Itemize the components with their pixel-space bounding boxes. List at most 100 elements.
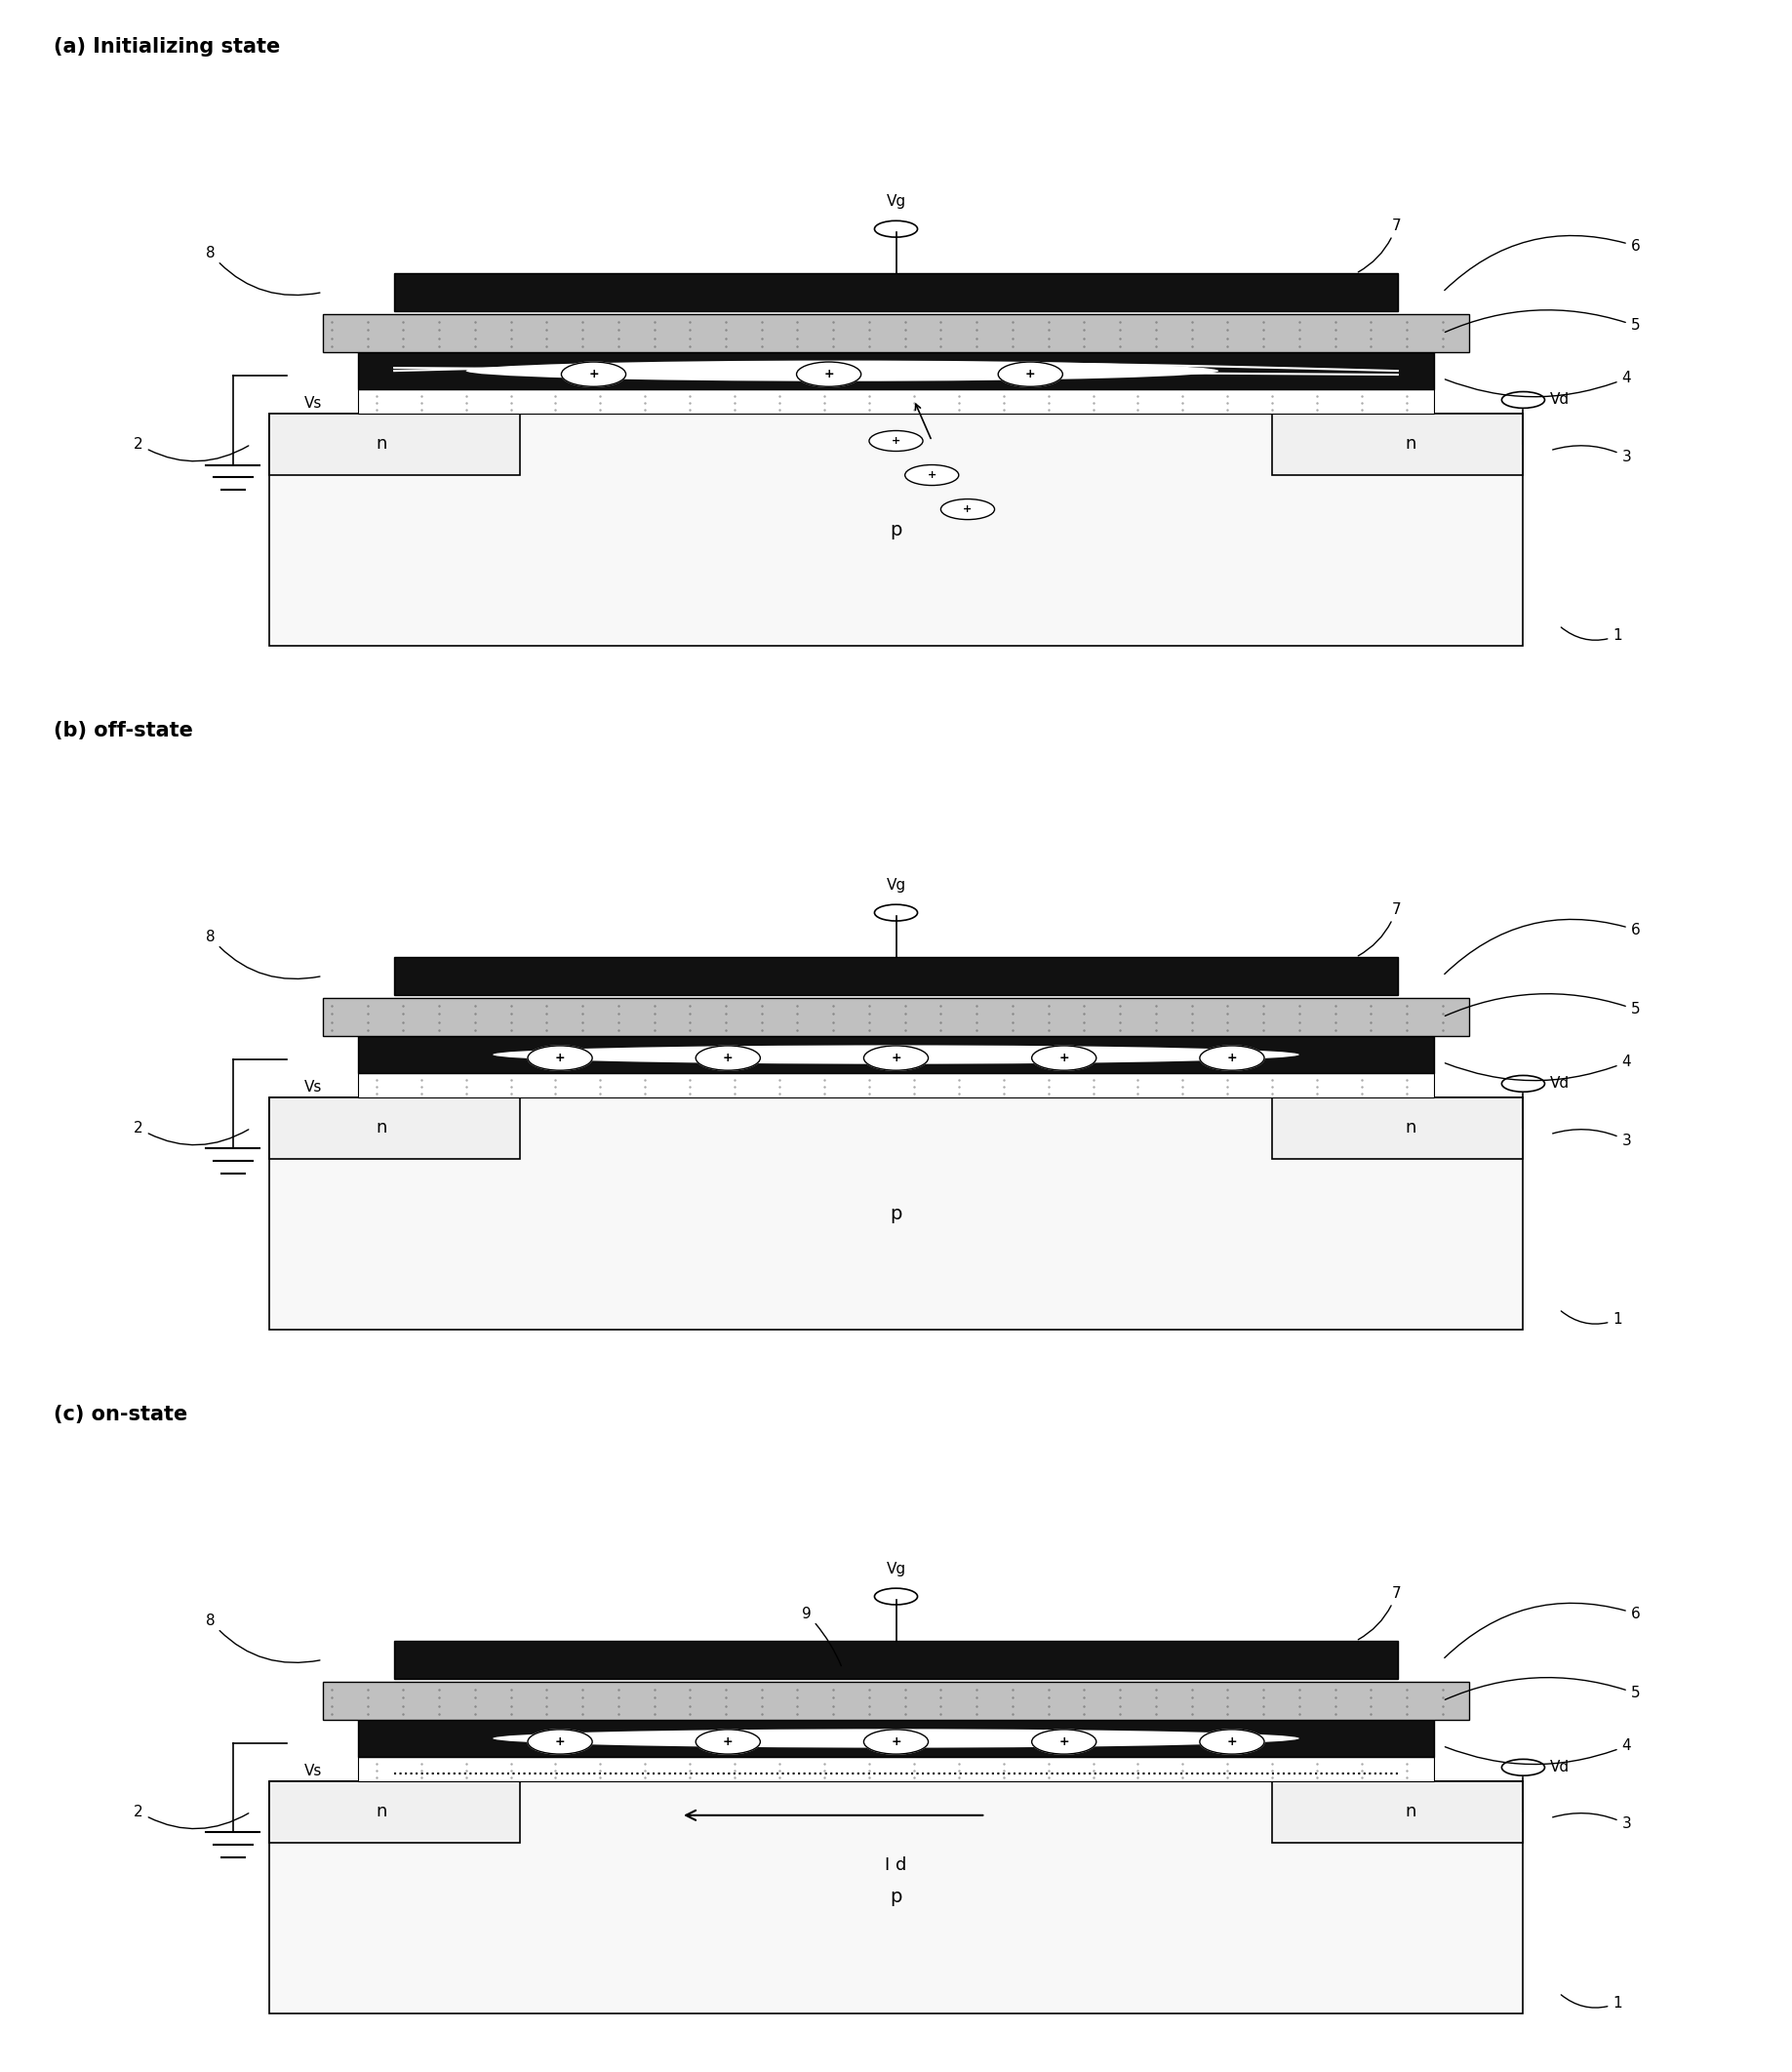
- Circle shape: [1032, 1046, 1097, 1071]
- Circle shape: [869, 431, 923, 452]
- Text: Vd: Vd: [1550, 392, 1570, 408]
- Text: 4: 4: [1444, 371, 1631, 396]
- Text: 6: 6: [1444, 236, 1640, 290]
- Text: (b) off-state: (b) off-state: [54, 721, 194, 742]
- Text: +: +: [926, 470, 937, 481]
- Circle shape: [864, 1730, 928, 1755]
- Circle shape: [941, 499, 995, 520]
- FancyBboxPatch shape: [323, 1682, 1469, 1720]
- Text: 4: 4: [1444, 1055, 1631, 1080]
- Text: 8: 8: [206, 1614, 321, 1662]
- Text: +: +: [588, 369, 599, 381]
- Circle shape: [1032, 1730, 1097, 1755]
- FancyBboxPatch shape: [358, 352, 1434, 390]
- FancyBboxPatch shape: [269, 414, 520, 474]
- Text: +: +: [891, 1053, 901, 1065]
- Text: +: +: [556, 1736, 564, 1749]
- FancyBboxPatch shape: [269, 1782, 1523, 2014]
- Text: +: +: [891, 1736, 901, 1749]
- Ellipse shape: [493, 1044, 1299, 1065]
- Text: 7: 7: [1358, 901, 1401, 955]
- Text: p: p: [891, 1204, 901, 1222]
- Ellipse shape: [466, 361, 1219, 381]
- Circle shape: [527, 1730, 593, 1755]
- Text: (c) on-state: (c) on-state: [54, 1405, 188, 1426]
- Text: +: +: [962, 503, 973, 514]
- Text: 7: 7: [1358, 218, 1401, 271]
- FancyBboxPatch shape: [269, 1098, 1523, 1330]
- FancyBboxPatch shape: [1272, 414, 1523, 474]
- FancyBboxPatch shape: [323, 999, 1469, 1036]
- Text: Vg: Vg: [887, 195, 905, 209]
- Circle shape: [695, 1730, 760, 1755]
- Text: +: +: [1059, 1053, 1070, 1065]
- Text: +: +: [722, 1736, 733, 1749]
- Text: n: n: [1405, 1803, 1416, 1821]
- Text: Vs: Vs: [305, 1080, 323, 1094]
- Text: Vs: Vs: [305, 1763, 323, 1778]
- Text: Vg: Vg: [887, 1562, 905, 1577]
- Circle shape: [561, 363, 625, 387]
- Text: +: +: [1228, 1736, 1236, 1749]
- FancyBboxPatch shape: [1272, 1782, 1523, 1842]
- Ellipse shape: [493, 1728, 1299, 1749]
- Text: +: +: [1228, 1053, 1236, 1065]
- Text: 9: 9: [801, 1606, 840, 1666]
- FancyBboxPatch shape: [1272, 1098, 1523, 1158]
- Text: n: n: [376, 1119, 387, 1138]
- FancyBboxPatch shape: [358, 1036, 1434, 1073]
- Text: +: +: [1059, 1736, 1070, 1749]
- Text: 2: 2: [134, 1805, 249, 1830]
- Text: 8: 8: [206, 247, 321, 294]
- FancyBboxPatch shape: [394, 1641, 1398, 1678]
- Text: 1: 1: [1561, 1312, 1622, 1326]
- FancyBboxPatch shape: [269, 1098, 520, 1158]
- Text: p: p: [891, 1888, 901, 1906]
- FancyBboxPatch shape: [394, 957, 1398, 995]
- FancyBboxPatch shape: [269, 414, 1523, 646]
- Text: +: +: [891, 435, 901, 445]
- Text: 8: 8: [206, 930, 321, 978]
- Text: n: n: [376, 1803, 387, 1821]
- Text: Vs: Vs: [305, 396, 323, 410]
- Circle shape: [864, 1046, 928, 1071]
- Text: 5: 5: [1444, 311, 1640, 334]
- FancyBboxPatch shape: [394, 274, 1398, 311]
- Text: 1: 1: [1561, 1995, 1622, 2010]
- Text: (a) Initializing state: (a) Initializing state: [54, 37, 280, 58]
- Text: 1: 1: [1561, 628, 1622, 642]
- FancyBboxPatch shape: [358, 1757, 1434, 1782]
- FancyBboxPatch shape: [358, 390, 1434, 414]
- Text: Vd: Vd: [1550, 1075, 1570, 1092]
- Text: 5: 5: [1444, 1678, 1640, 1701]
- Text: +: +: [824, 369, 833, 381]
- Circle shape: [905, 464, 959, 485]
- Text: n: n: [1405, 435, 1416, 454]
- Text: 3: 3: [1552, 1129, 1631, 1148]
- Circle shape: [797, 363, 862, 387]
- Text: 2: 2: [134, 437, 249, 462]
- Text: n: n: [1405, 1119, 1416, 1138]
- Text: Vd: Vd: [1550, 1759, 1570, 1776]
- Text: +: +: [1025, 369, 1036, 381]
- Text: 2: 2: [134, 1121, 249, 1146]
- Text: Vg: Vg: [887, 879, 905, 893]
- Text: p: p: [891, 520, 901, 539]
- FancyBboxPatch shape: [269, 1782, 520, 1842]
- Circle shape: [527, 1046, 593, 1071]
- Circle shape: [998, 363, 1063, 387]
- Text: +: +: [556, 1053, 564, 1065]
- Text: 6: 6: [1444, 1604, 1640, 1658]
- Text: n: n: [376, 435, 387, 454]
- Text: 3: 3: [1552, 445, 1631, 464]
- Text: 7: 7: [1358, 1585, 1401, 1639]
- FancyBboxPatch shape: [323, 315, 1469, 352]
- Circle shape: [695, 1046, 760, 1071]
- Text: 4: 4: [1444, 1738, 1631, 1763]
- Circle shape: [1201, 1730, 1265, 1755]
- FancyBboxPatch shape: [358, 1073, 1434, 1098]
- Text: +: +: [722, 1053, 733, 1065]
- Text: 5: 5: [1444, 995, 1640, 1017]
- Text: 3: 3: [1552, 1813, 1631, 1832]
- Circle shape: [1201, 1046, 1265, 1071]
